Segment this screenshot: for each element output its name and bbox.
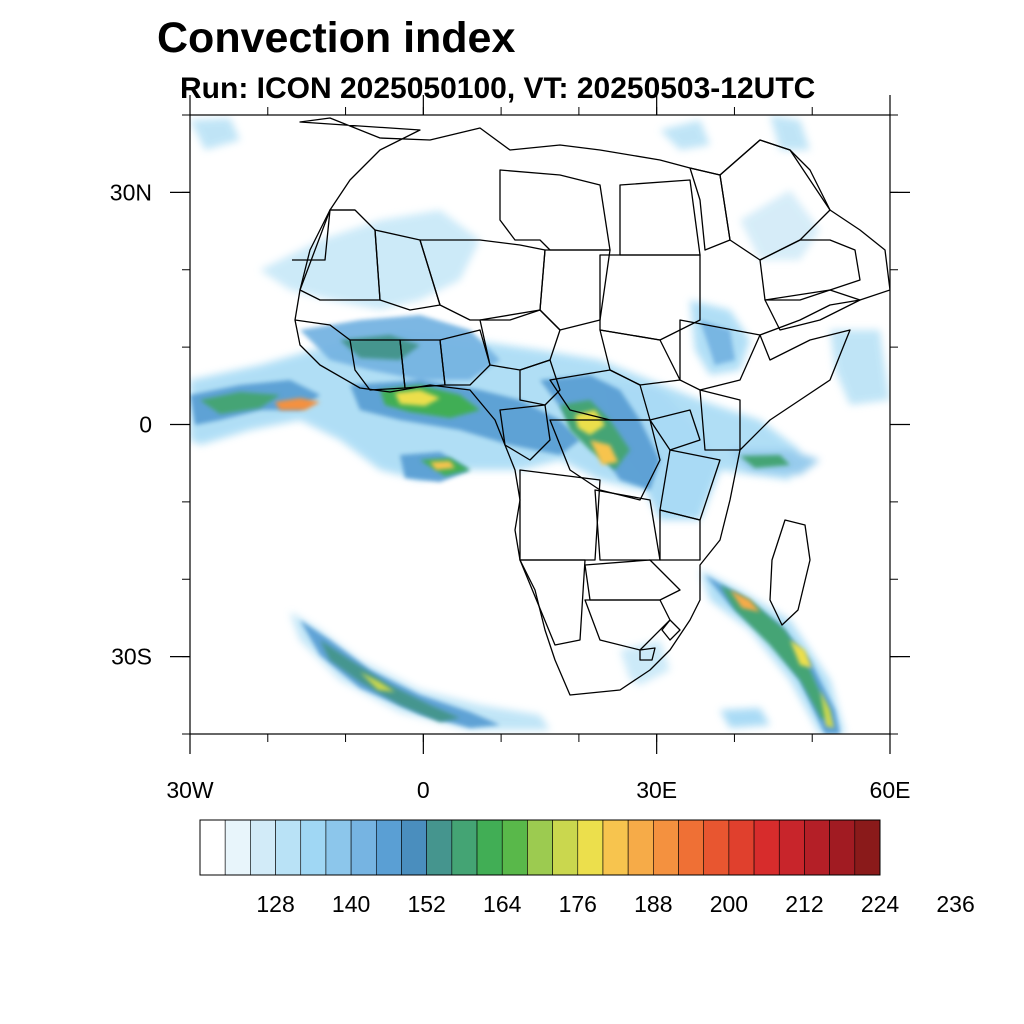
- colorbar-swatch: [375, 819, 402, 876]
- colorbar-label: 128: [256, 891, 294, 917]
- colorbar-swatch: [325, 819, 352, 876]
- axis-ticks: 30W 0 30E 60E 30N 0 30S: [110, 95, 911, 803]
- colorbar-swatch: [577, 819, 604, 876]
- colorbar-swatch: [527, 819, 553, 876]
- colorbar-label: 200: [710, 891, 748, 917]
- colorbar-swatch: [451, 819, 478, 876]
- colorbar-swatch: [778, 819, 805, 876]
- colorbar-swatch: [501, 819, 528, 876]
- lat-tick-label: 30N: [110, 179, 152, 205]
- colorbar-swatch: [275, 819, 302, 876]
- colorbar-swatch: [476, 819, 503, 876]
- colorbar-swatch: [854, 819, 881, 876]
- colorbar-label: 164: [483, 891, 522, 917]
- lon-tick-label: 60E: [870, 777, 911, 803]
- colorbar-label: 176: [559, 891, 597, 917]
- lat-tick-label: 0: [139, 412, 152, 438]
- colorbar-swatch: [804, 819, 830, 876]
- colorbar-label: 188: [634, 891, 672, 917]
- colorbar-swatch: [426, 819, 453, 876]
- colorbar-swatch: [602, 819, 629, 876]
- colorbar-swatch: [552, 819, 579, 876]
- colorbar-swatch: [300, 819, 327, 876]
- colorbar-swatch: [627, 819, 654, 876]
- colorbar-label: 236: [936, 891, 974, 917]
- colorbar-swatch: [401, 819, 427, 876]
- colorbar-label: 224: [861, 891, 900, 917]
- colorbar-label: 140: [332, 891, 370, 917]
- colorbar-frame: [199, 819, 881, 876]
- convection-field: [190, 115, 890, 734]
- colorbar-label: 152: [407, 891, 445, 917]
- lat-tick-label: 30S: [111, 644, 152, 670]
- colorbar-swatch: [753, 819, 780, 876]
- colorbar-swatch: [678, 819, 705, 876]
- colorbar-swatch: [250, 819, 276, 876]
- colorbar-swatch: [199, 819, 226, 876]
- coastlines-and-borders: [292, 117, 890, 696]
- lon-tick-label: 30W: [166, 777, 214, 803]
- lon-tick-label: 30E: [636, 777, 677, 803]
- colorbar-swatch: [350, 819, 377, 876]
- map-subtitle: Run: ICON 2025050100, VT: 20250503-12UTC: [180, 72, 816, 105]
- colorbar-label: 212: [785, 891, 823, 917]
- colorbar-swatch: [829, 819, 856, 876]
- lon-tick-label: 0: [417, 777, 430, 803]
- map-title: Convection index: [157, 14, 516, 62]
- colorbar: 128 140 152 164 176 188 200 212 224 236: [199, 819, 975, 917]
- colorbar-swatch: [653, 819, 679, 876]
- colorbar-swatch: [224, 819, 251, 876]
- colorbar-swatch: [703, 819, 730, 876]
- colorbar-swatch: [728, 819, 755, 876]
